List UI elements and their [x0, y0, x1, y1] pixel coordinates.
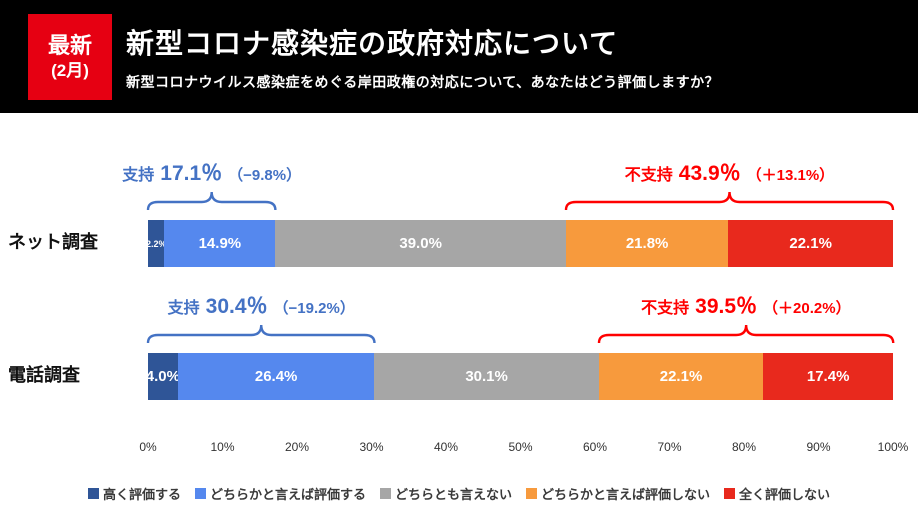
- plot-area: 支持 17.1％ （−9.8%） 不支持 43.9％ （＋13.1%） 2.2% 14.9% 3…: [122, 157, 895, 267]
- legend-item-2: どちらかと言えば評価する: [194, 484, 366, 503]
- support-annotation: 支持 30.4％ （−19.2%）: [168, 290, 355, 320]
- oppose-brace: [564, 191, 895, 211]
- plot-area: 支持 30.4％ （−19.2%） 不支持 39.5％ （＋20.2%） 4.0% 26.4%…: [145, 290, 895, 400]
- legend-swatch: [724, 488, 736, 499]
- legend-swatch: [379, 488, 391, 499]
- oppose-label: 不支持: [641, 300, 690, 317]
- segment-4: 22.1%: [598, 353, 764, 400]
- oppose-label: 不支持: [624, 167, 673, 184]
- axis-tick: 70%: [657, 440, 682, 454]
- oppose-change: （＋20.2%）: [763, 300, 851, 317]
- legend-swatch: [526, 488, 537, 499]
- legend-item-3: どちらとも言えない: [379, 484, 512, 503]
- axis-tick: 80%: [731, 440, 757, 454]
- oppose-value: 43.9％: [678, 162, 741, 185]
- axis-tick: 30%: [359, 440, 384, 454]
- row-label: 電話調査: [8, 365, 80, 385]
- support-label: 支持: [167, 300, 200, 317]
- header: 最新 (2月) 新型コロナ感染症の政府対応について 新型コロナウイルス感染症をめ…: [0, 0, 918, 113]
- legend: 高く評価する どちらかと言えば評価する どちらとも言えない どちらかと言えば評価しない…: [0, 484, 918, 503]
- legend-swatch: [194, 488, 206, 499]
- badge-line1: 最新: [47, 33, 92, 59]
- support-value: 17.1％: [160, 162, 223, 185]
- badge-line2: (2月): [51, 60, 89, 80]
- oppose-annotation: 不支持 39.5％ （＋20.2%）: [641, 290, 850, 320]
- legend-label: 全く評価しない: [739, 487, 831, 502]
- support-change: （−19.2%）: [273, 300, 355, 317]
- axis-tick: 100%: [877, 440, 909, 454]
- axis-tick: 0%: [139, 440, 157, 454]
- support-value: 30.4％: [205, 295, 268, 318]
- segment-2: 14.9%: [164, 220, 276, 267]
- x-axis: 0% 10% 20% 30% 40% 50% 60% 70% 80% 90% 100%: [139, 440, 908, 454]
- segment-value: 22.1%: [659, 368, 703, 385]
- segment-value: 39.0%: [399, 235, 442, 252]
- segment-1: 4.0%: [145, 353, 180, 400]
- support-change: （−9.8%）: [228, 167, 302, 184]
- legend-label: どちらとも言えない: [394, 487, 512, 502]
- segment-value: 22.1%: [789, 235, 832, 252]
- segment-value: 4.0%: [145, 368, 180, 385]
- axis-tick: 10%: [210, 440, 235, 454]
- legend-label: どちらかと言えば評価しない: [541, 487, 711, 502]
- segment-value: 30.1%: [465, 368, 508, 385]
- segment-4: 21.8%: [565, 220, 729, 267]
- support-brace: [146, 324, 376, 344]
- segment-3: 30.1%: [374, 353, 599, 400]
- legend-label: どちらかと言えば評価する: [209, 487, 366, 502]
- support-label: 支持: [122, 167, 155, 184]
- page-subtitle: 新型コロナウイルス感染症をめぐる岸田政権の対応について、あなたはどう評価しますか…: [126, 73, 720, 90]
- stacked-bar: 2.2% 14.9% 39.0% 21.8% 22.1%: [145, 220, 893, 267]
- chart-row-2: 電話調査 支持 30.4％ （−19.2%） 不支持 39.5％ （＋20.2%） 4.0% 2…: [0, 290, 918, 400]
- oppose-change: （＋13.1%）: [746, 167, 835, 184]
- segment-value: 26.4%: [254, 368, 298, 385]
- legend-item-5: 全く評価しない: [724, 484, 830, 503]
- stacked-bar: 4.0% 26.4% 30.1% 22.1% 17.4%: [145, 353, 893, 400]
- legend-label: 高く評価する: [102, 487, 181, 502]
- header-titles: 新型コロナ感染症の政府対応について 新型コロナウイルス感染症をめぐる岸田政権の対…: [126, 22, 719, 92]
- oppose-value: 39.5％: [695, 295, 758, 318]
- segment-5: 22.1%: [728, 220, 893, 267]
- axis-tick: 90%: [806, 440, 831, 454]
- latest-badge: 最新 (2月): [28, 13, 112, 100]
- segment-3: 39.0%: [275, 220, 566, 267]
- segment-value: 21.8%: [625, 235, 669, 252]
- segment-5: 17.4%: [763, 353, 893, 400]
- segment-value: 14.9%: [198, 235, 242, 252]
- axis-tick: 40%: [433, 440, 459, 454]
- segment-value: 2.2%: [145, 238, 167, 249]
- page-title: 新型コロナ感染症の政府対応について: [126, 27, 619, 59]
- row-label: ネット調査: [8, 232, 98, 252]
- legend-swatch: [87, 488, 99, 499]
- axis-tick: 60%: [582, 440, 608, 454]
- stacked-bar-chart: ネット調査 支持 17.1％ （−9.8%） 不支持 43.9％ （＋13.1%） 2.2% 1…: [0, 157, 918, 400]
- legend-item-1: 高く評価する: [87, 484, 181, 503]
- segment-1: 2.2%: [145, 220, 167, 267]
- chart-row-1: ネット調査 支持 17.1％ （−9.8%） 不支持 43.9％ （＋13.1%） 2.2% 1…: [0, 157, 918, 267]
- legend-item-4: どちらかと言えば評価しない: [526, 484, 710, 503]
- support-annotation: 支持 17.1％ （−9.8%）: [122, 157, 301, 187]
- oppose-brace: [597, 324, 895, 344]
- support-brace: [146, 191, 277, 211]
- segment-value: 17.4%: [806, 368, 850, 385]
- axis-tick: 20%: [284, 440, 310, 454]
- axis-tick: 50%: [508, 440, 533, 454]
- oppose-annotation: 不支持 43.9％ （＋13.1%）: [625, 157, 834, 187]
- segment-2: 26.4%: [177, 353, 375, 400]
